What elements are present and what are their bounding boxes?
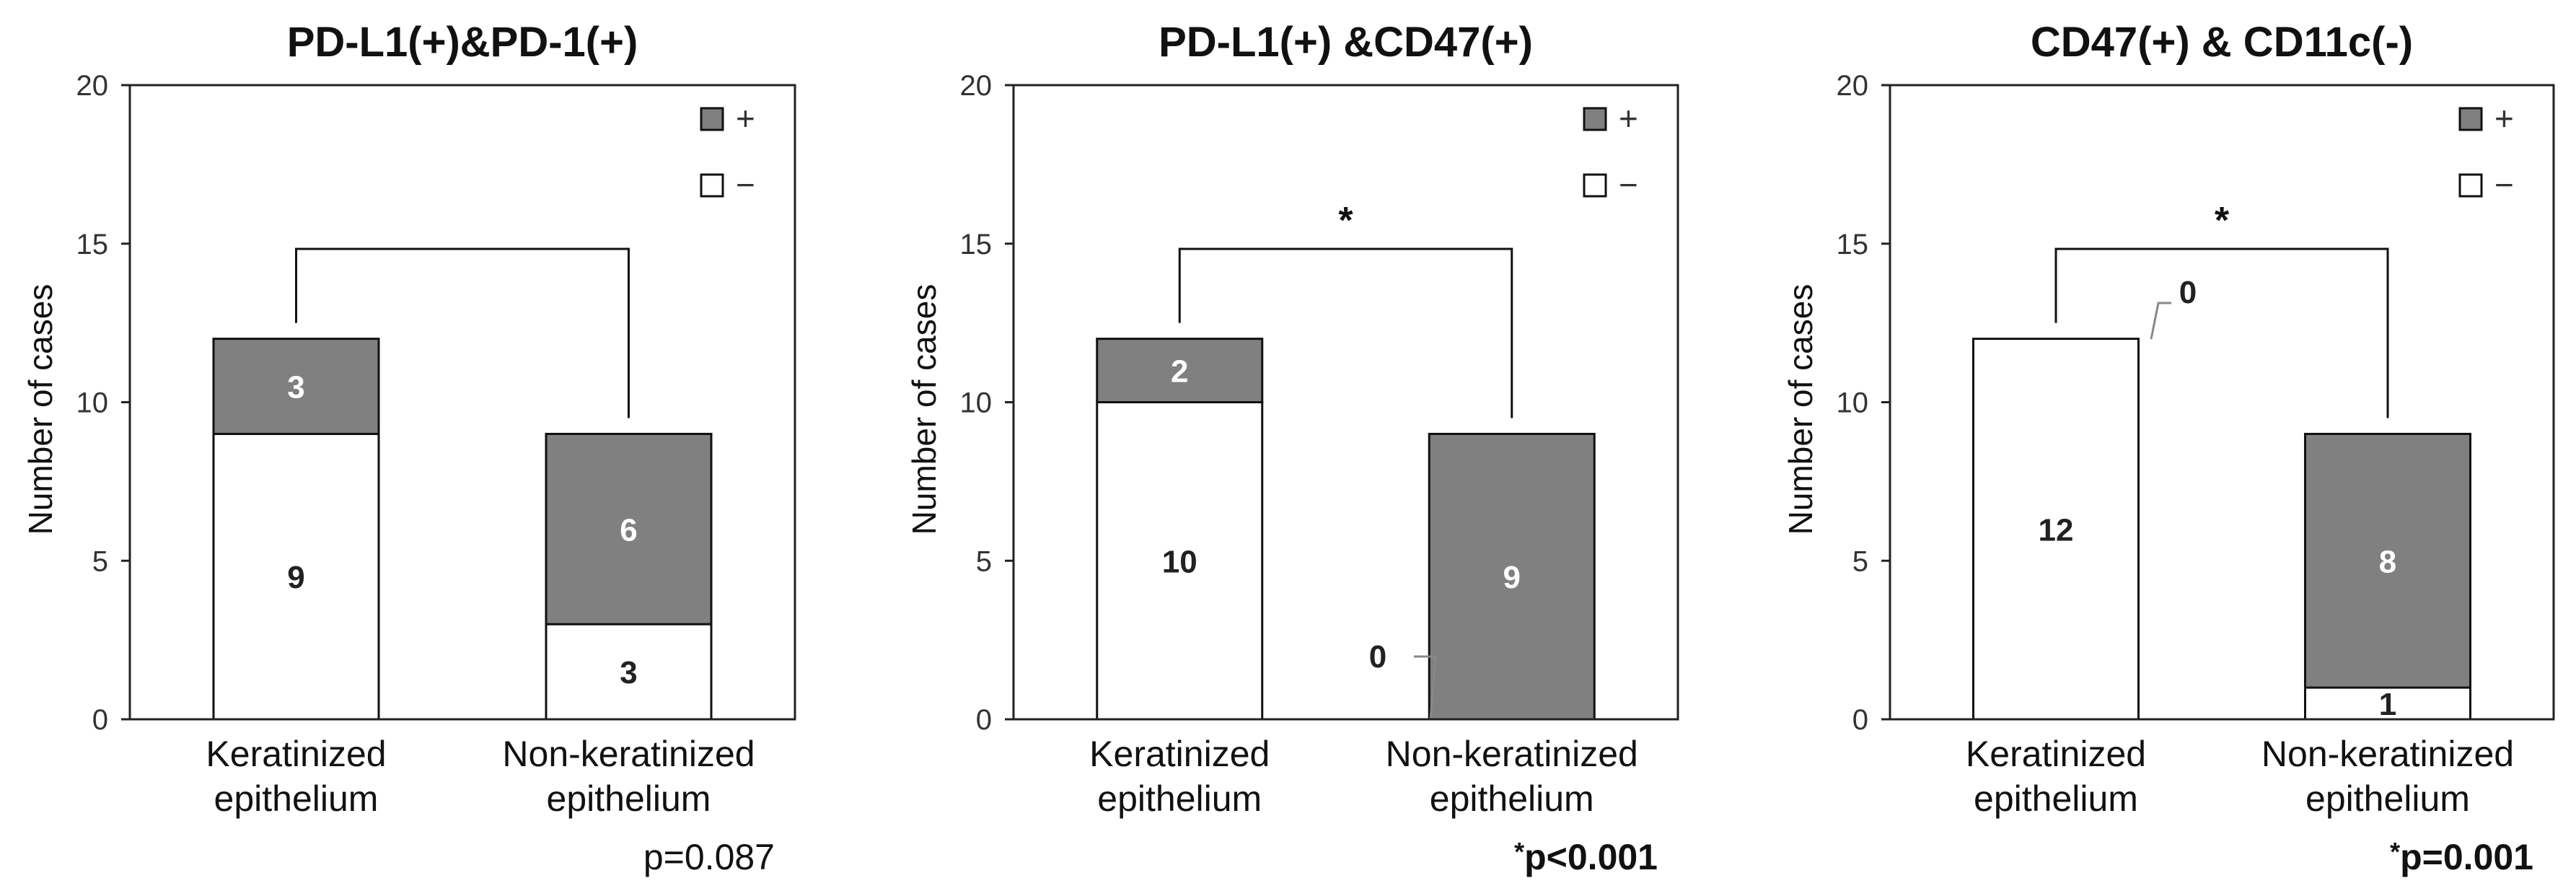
legend-swatch-positive <box>2458 107 2483 131</box>
bar-value-label: 0 <box>1369 639 1386 675</box>
chart-panel-2: PD-L1(+) &CD47(+)Number of cases05101520… <box>905 19 1679 877</box>
legend-label-negative: − <box>1619 166 1638 203</box>
significance-bracket <box>1178 247 1513 418</box>
y-tick-label: 0 <box>92 704 108 736</box>
chart-panel-1: PD-L1(+)&PD-1(+) Number of cases 0 5 10 15 20 9… <box>22 19 796 877</box>
legend-label-negative: − <box>736 166 755 203</box>
p-value-prefix: * <box>2390 837 2400 866</box>
x-category-label: Keratinized <box>206 734 386 774</box>
p-value-number: p=0.001 <box>2400 837 2533 877</box>
x-category-label: Keratinized <box>1089 734 1270 774</box>
legend-label-negative: − <box>2494 166 2514 203</box>
x-category-label: epithelium <box>1974 778 2138 819</box>
bar-value-label: 3 <box>620 655 637 690</box>
bar-value-label: 0 <box>2179 275 2197 310</box>
bar-value-label: 12 <box>2039 512 2074 548</box>
bar-value-label: 10 <box>1162 544 1197 579</box>
bar-segment-positive <box>1428 432 1596 721</box>
bar-value-label: 8 <box>2379 544 2396 579</box>
p-value-text: *p=0.001 <box>2390 837 2533 877</box>
x-category-label: epithelium <box>547 778 711 819</box>
bar-segment-positive <box>545 432 713 626</box>
plot-frame <box>1012 84 1679 721</box>
legend-label-positive: + <box>736 100 755 137</box>
p-value-prefix: * <box>1514 837 1524 866</box>
x-category-label: epithelium <box>214 778 379 819</box>
x-category-label: epithelium <box>1097 778 1262 819</box>
x-category-label: epithelium <box>1430 778 1594 819</box>
p-value-text: *p<0.001 <box>1514 837 1658 877</box>
plot-frame <box>128 84 796 721</box>
significance-star: * <box>1338 200 1353 242</box>
bar-segment-positive <box>212 338 380 435</box>
p-value-number: p<0.001 <box>1524 837 1658 877</box>
y-tick-label: 0 <box>976 704 992 736</box>
bar-value-label: 1 <box>2379 687 2396 722</box>
bar-value-label: 6 <box>620 512 637 548</box>
bar-value-label: 3 <box>287 370 304 405</box>
x-category-label: Non-keratinized <box>2261 734 2514 774</box>
y-tick-label: 5 <box>92 545 108 577</box>
callout-line <box>1414 655 1437 720</box>
chart-title: PD-L1(+) &CD47(+) <box>1159 19 1533 66</box>
y-axis-label: Number of cases <box>22 284 59 535</box>
legend-label-positive: + <box>2494 100 2514 137</box>
y-tick-label: 20 <box>1837 70 1869 102</box>
x-category-label: Non-keratinized <box>502 734 755 774</box>
plot-frame <box>1889 84 2555 721</box>
y-tick-label: 20 <box>960 70 993 102</box>
y-tick-label: 10 <box>1837 387 1869 419</box>
y-axis-label: Number of cases <box>905 284 943 535</box>
bar-segment-negative <box>1972 338 2140 721</box>
p-value-text: p=0.087 <box>643 837 775 877</box>
y-tick-label: 10 <box>960 387 993 419</box>
x-category-label: Keratinized <box>1966 734 2146 774</box>
chart-title: PD-L1(+)&PD-1(+) <box>287 19 638 66</box>
legend-swatch-negative <box>1583 173 1607 198</box>
y-axis-label: Number of cases <box>1782 284 1819 535</box>
y-tick-label: 20 <box>76 70 109 102</box>
legend-swatch-positive <box>700 107 724 131</box>
legend-swatch-positive <box>1583 107 1607 131</box>
y-tick-label: 5 <box>1852 545 1868 577</box>
bar-value-label: 9 <box>1503 560 1521 595</box>
legend-swatch-negative <box>700 173 724 198</box>
y-tick-label: 5 <box>976 545 992 577</box>
significance-bracket <box>295 247 630 418</box>
y-tick-label: 15 <box>76 229 109 260</box>
y-tick-label: 15 <box>960 229 993 260</box>
bar-segment-negative <box>212 432 380 721</box>
bar-value-label: 9 <box>287 560 304 595</box>
callout-line <box>2150 302 2171 340</box>
x-category-label: epithelium <box>2305 778 2470 819</box>
chart-title: CD47(+) & CD11c(-) <box>2031 19 2413 66</box>
significance-bracket <box>2054 247 2389 418</box>
significance-star: * <box>2215 200 2230 242</box>
chart-panel-3: CD47(+) & CD11c(-)Number of cases0510152… <box>1782 19 2555 877</box>
y-tick-label: 10 <box>76 387 109 419</box>
bar-value-label: 2 <box>1171 354 1188 390</box>
x-category-label: Non-keratinized <box>1386 734 1638 774</box>
y-tick-label: 15 <box>1837 229 1869 260</box>
bar-segment-positive <box>1096 338 1264 404</box>
legend-swatch-negative <box>2458 173 2483 198</box>
y-tick-label: 0 <box>1852 704 1868 736</box>
legend-label-positive: + <box>1619 100 1638 137</box>
bar-segment-positive <box>2304 432 2471 689</box>
